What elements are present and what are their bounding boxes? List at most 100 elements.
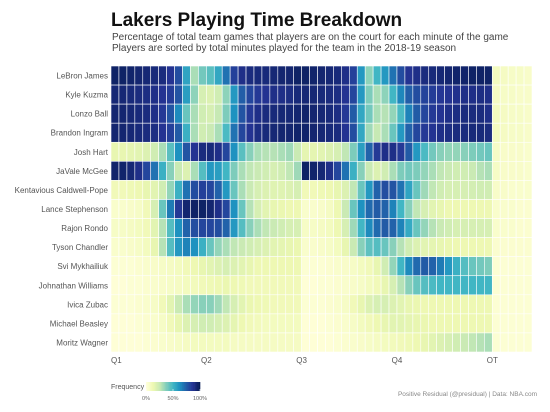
heatmap-cell: [364, 84, 374, 105]
heatmap-cell: [476, 294, 485, 315]
heatmap-cell: [158, 256, 167, 277]
heatmap-cell: [412, 237, 422, 257]
heatmap-cell: [499, 256, 509, 277]
heatmap-cell: [126, 141, 136, 162]
heatmap-cell: [364, 180, 374, 200]
heatmap-cell: [333, 141, 342, 162]
heatmap-cell: [174, 294, 183, 315]
heatmap-cell: [491, 237, 501, 257]
heatmap-cell: [158, 103, 167, 124]
heatmap-cell: [476, 141, 485, 162]
heatmap-cell: [436, 180, 445, 200]
heatmap-cell: [277, 199, 287, 219]
heatmap-cell: [356, 218, 366, 238]
heatmap-cell: [380, 84, 390, 105]
heatmap-cell: [190, 161, 199, 181]
heatmap-cell: [364, 65, 374, 86]
heatmap-cell: [348, 141, 358, 162]
heatmap-cell: [261, 332, 271, 353]
heatmap-cell: [317, 313, 326, 334]
heatmap-cell: [166, 199, 175, 219]
heatmap-cell: [277, 122, 287, 143]
heatmap-cell: [301, 256, 310, 277]
heatmap-cell: [460, 237, 469, 257]
heatmap-cell: [126, 84, 136, 105]
heatmap-cell: [126, 256, 136, 277]
heatmap-cell: [118, 65, 128, 86]
heatmap-cell: [499, 84, 509, 105]
heatmap-cell: [229, 332, 239, 353]
heatmap-cell: [396, 199, 406, 219]
heatmap-cell: [348, 65, 358, 86]
heatmap-cell: [142, 122, 152, 143]
heatmap-cell: [309, 199, 318, 219]
player-label: Kyle Kuzma: [65, 91, 108, 100]
heatmap-cell: [253, 161, 263, 181]
heatmap-cell: [491, 84, 501, 105]
heatmap-cell: [110, 161, 120, 181]
heatmap-cell: [436, 313, 445, 334]
heatmap-cell: [523, 65, 533, 86]
heatmap-cell: [174, 275, 183, 296]
heatmap-cell: [476, 84, 485, 105]
heatmap-cell: [285, 199, 294, 219]
heatmap-cell: [444, 103, 453, 124]
legend-swatch: [173, 382, 175, 391]
heatmap-cell: [356, 275, 366, 296]
heatmap-cell: [190, 180, 199, 200]
heatmap-cell: [118, 161, 128, 181]
heatmap-cell: [261, 180, 271, 200]
heatmap-cell: [333, 161, 342, 181]
heatmap-cell: [452, 122, 461, 143]
heatmap-cell: [301, 103, 310, 124]
heatmap-cell: [372, 313, 382, 334]
heatmap-cell: [206, 161, 215, 181]
heatmap-cell: [507, 237, 517, 257]
heatmap-cell: [221, 256, 231, 277]
legend-swatch: [186, 382, 189, 391]
legend-title: Frequency: [111, 384, 145, 391]
player-label: Svi Mykhailiuk: [57, 262, 109, 271]
heatmap-cell: [460, 218, 469, 238]
legend-swatch: [185, 382, 187, 391]
heatmap-cell: [499, 199, 509, 219]
heatmap-cell: [293, 256, 302, 277]
heatmap-cell: [237, 275, 247, 296]
heatmap-cell: [309, 294, 318, 315]
heatmap-cell: [237, 294, 247, 315]
heatmap-cell: [190, 275, 199, 296]
heatmap-cell: [309, 275, 318, 296]
heatmap-cell: [364, 313, 374, 334]
heatmap-cell: [118, 180, 128, 200]
heatmap-cell: [364, 141, 374, 162]
heatmap-cell: [468, 103, 477, 124]
heatmap-cell: [198, 256, 207, 277]
heatmap-cell: [333, 275, 342, 296]
heatmap-cell: [436, 256, 445, 277]
heatmap-cell: [404, 180, 414, 200]
heatmap-cell: [491, 218, 501, 238]
legend-swatch: [198, 382, 201, 391]
heatmap-cell: [229, 180, 239, 200]
heatmap-cell: [285, 313, 294, 334]
heatmap-cell: [198, 275, 207, 296]
heatmap-cell: [110, 103, 120, 124]
heatmap-cell: [190, 84, 199, 105]
heatmap-cell: [190, 65, 199, 86]
heatmap-cell: [166, 103, 175, 124]
player-label: Josh Hart: [74, 148, 109, 157]
heatmap-cell: [118, 275, 128, 296]
heatmap-cell: [372, 294, 382, 315]
heatmap-cell: [277, 256, 287, 277]
heatmap-cell: [182, 84, 191, 105]
heatmap-cell: [388, 103, 398, 124]
heatmap-cell: [436, 218, 445, 238]
heatmap-cell: [293, 180, 302, 200]
legend: Frequency 0% 50% 100%: [111, 382, 207, 402]
heatmap-cell: [309, 141, 318, 162]
heatmap-cell: [372, 256, 382, 277]
heatmap-cell: [491, 103, 501, 124]
heatmap-cell: [460, 313, 469, 334]
heatmap-cell: [166, 275, 175, 296]
heatmap-cell: [237, 199, 247, 219]
